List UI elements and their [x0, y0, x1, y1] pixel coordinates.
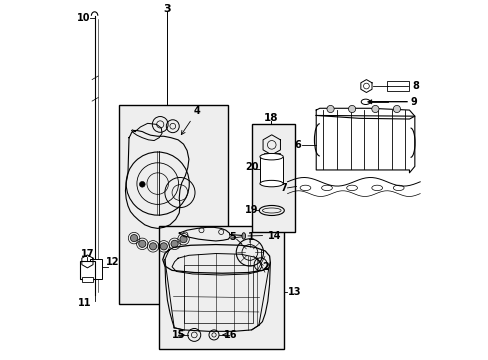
Text: 3: 3 — [163, 4, 171, 14]
Text: 4: 4 — [181, 106, 200, 135]
Bar — [90, 259, 102, 279]
Text: 6: 6 — [294, 140, 301, 150]
Bar — [119, 105, 228, 304]
Text: 8: 8 — [411, 81, 418, 91]
Circle shape — [139, 240, 145, 247]
Circle shape — [160, 243, 167, 250]
Circle shape — [180, 235, 187, 243]
Text: 20: 20 — [244, 162, 258, 172]
Circle shape — [371, 105, 378, 113]
Bar — [260, 157, 283, 184]
Ellipse shape — [260, 180, 283, 187]
FancyArrow shape — [367, 100, 407, 104]
Bar — [80, 261, 95, 279]
Text: 1: 1 — [247, 232, 254, 242]
Text: 5: 5 — [229, 232, 236, 242]
Ellipse shape — [260, 153, 283, 160]
Text: 19: 19 — [244, 206, 258, 216]
Bar — [252, 124, 294, 232]
Ellipse shape — [242, 233, 245, 239]
Circle shape — [326, 105, 333, 113]
Circle shape — [130, 234, 137, 242]
Text: 7: 7 — [280, 183, 286, 193]
Text: 2: 2 — [262, 262, 268, 272]
Text: 17: 17 — [81, 248, 94, 258]
Text: 15: 15 — [171, 330, 185, 340]
Bar — [264, 153, 279, 160]
Text: 18: 18 — [264, 113, 278, 123]
Text: 16: 16 — [224, 330, 237, 340]
Circle shape — [392, 105, 400, 113]
Text: 12: 12 — [105, 257, 119, 267]
Text: 9: 9 — [409, 97, 416, 107]
Circle shape — [149, 243, 156, 250]
Text: 13: 13 — [287, 287, 301, 297]
Circle shape — [171, 240, 178, 247]
Bar — [82, 277, 93, 282]
Bar — [386, 81, 408, 91]
Text: 11: 11 — [78, 298, 91, 308]
Bar — [183, 265, 253, 323]
Text: 14: 14 — [267, 231, 281, 240]
Bar — [159, 226, 284, 348]
Circle shape — [139, 181, 145, 187]
Text: 10: 10 — [77, 13, 90, 23]
Circle shape — [348, 105, 355, 113]
